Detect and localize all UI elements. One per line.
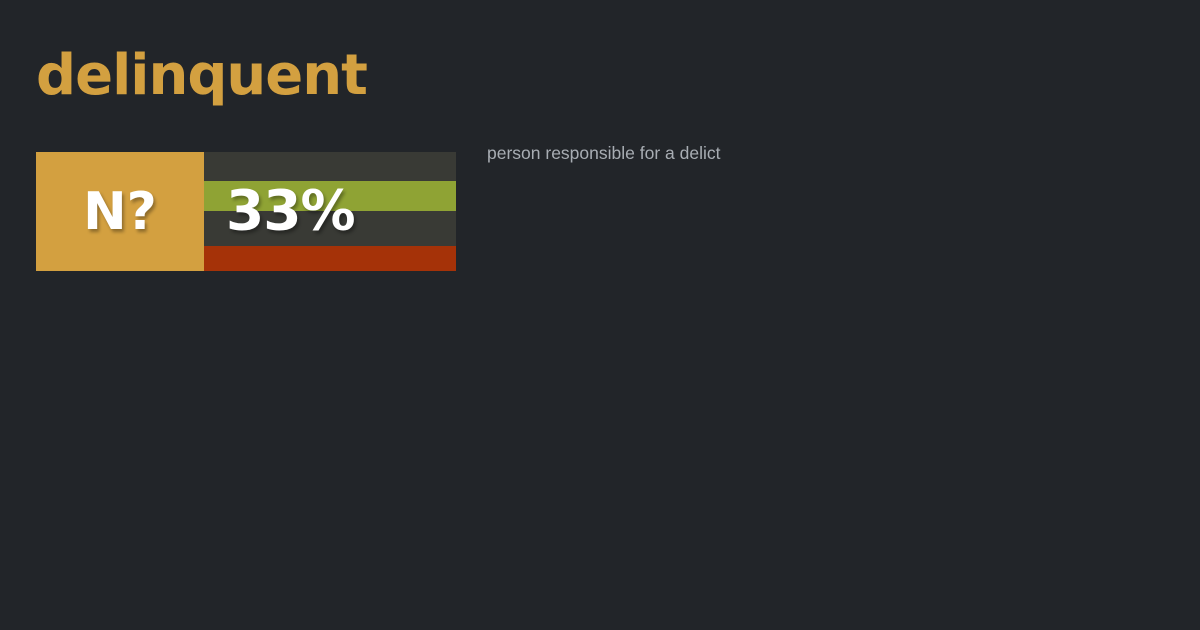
band-dark-top xyxy=(204,152,456,181)
stat-flag-graphic: N? 33% xyxy=(36,152,456,271)
abbreviation-label: N? xyxy=(83,181,157,242)
band-rust xyxy=(204,246,456,271)
band-dark-middle xyxy=(204,211,456,246)
abbreviation-panel: N? xyxy=(36,152,204,271)
definition-text: person responsible for a delict xyxy=(487,143,721,163)
percentage-value: 33% xyxy=(226,177,356,242)
page-title: delinquent xyxy=(36,43,368,108)
band-olive xyxy=(204,181,456,211)
band-stack: 33% xyxy=(204,152,456,271)
